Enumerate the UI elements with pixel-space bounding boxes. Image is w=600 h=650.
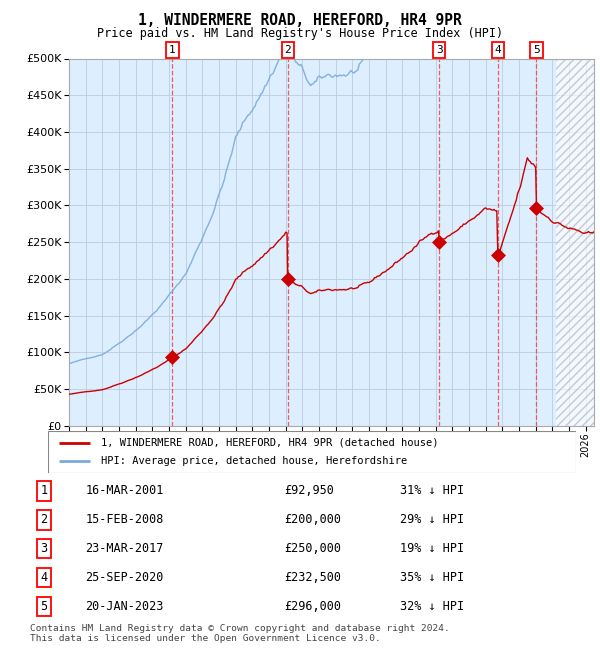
- FancyBboxPatch shape: [48, 431, 576, 473]
- Text: 1: 1: [169, 46, 176, 55]
- Text: 1, WINDERMERE ROAD, HEREFORD, HR4 9PR (detached house): 1, WINDERMERE ROAD, HEREFORD, HR4 9PR (d…: [101, 438, 438, 448]
- Text: 25-SEP-2020: 25-SEP-2020: [85, 571, 164, 584]
- Text: Contains HM Land Registry data © Crown copyright and database right 2024.
This d: Contains HM Land Registry data © Crown c…: [30, 624, 450, 644]
- Text: 23-MAR-2017: 23-MAR-2017: [85, 542, 164, 555]
- Text: 5: 5: [533, 46, 540, 55]
- Text: HPI: Average price, detached house, Herefordshire: HPI: Average price, detached house, Here…: [101, 456, 407, 466]
- Text: 31% ↓ HPI: 31% ↓ HPI: [400, 484, 464, 497]
- Text: 16-MAR-2001: 16-MAR-2001: [85, 484, 164, 497]
- Text: £250,000: £250,000: [284, 542, 341, 555]
- Text: 3: 3: [40, 542, 47, 555]
- Text: Price paid vs. HM Land Registry's House Price Index (HPI): Price paid vs. HM Land Registry's House …: [97, 27, 503, 40]
- Text: 3: 3: [436, 46, 443, 55]
- Text: £92,950: £92,950: [284, 484, 334, 497]
- Text: 4: 4: [40, 571, 47, 584]
- Text: £296,000: £296,000: [284, 600, 341, 613]
- Text: 2: 2: [284, 46, 291, 55]
- Text: 20-JAN-2023: 20-JAN-2023: [85, 600, 164, 613]
- Text: 1: 1: [40, 484, 47, 497]
- Text: £200,000: £200,000: [284, 514, 341, 526]
- Text: 5: 5: [40, 600, 47, 613]
- Text: 32% ↓ HPI: 32% ↓ HPI: [400, 600, 464, 613]
- Text: £232,500: £232,500: [284, 571, 341, 584]
- Text: 29% ↓ HPI: 29% ↓ HPI: [400, 514, 464, 526]
- Text: 19% ↓ HPI: 19% ↓ HPI: [400, 542, 464, 555]
- Text: 1, WINDERMERE ROAD, HEREFORD, HR4 9PR: 1, WINDERMERE ROAD, HEREFORD, HR4 9PR: [138, 13, 462, 28]
- Bar: [556, 58, 594, 426]
- Text: 35% ↓ HPI: 35% ↓ HPI: [400, 571, 464, 584]
- Text: 15-FEB-2008: 15-FEB-2008: [85, 514, 164, 526]
- Text: 2: 2: [40, 514, 47, 526]
- Text: 4: 4: [494, 46, 501, 55]
